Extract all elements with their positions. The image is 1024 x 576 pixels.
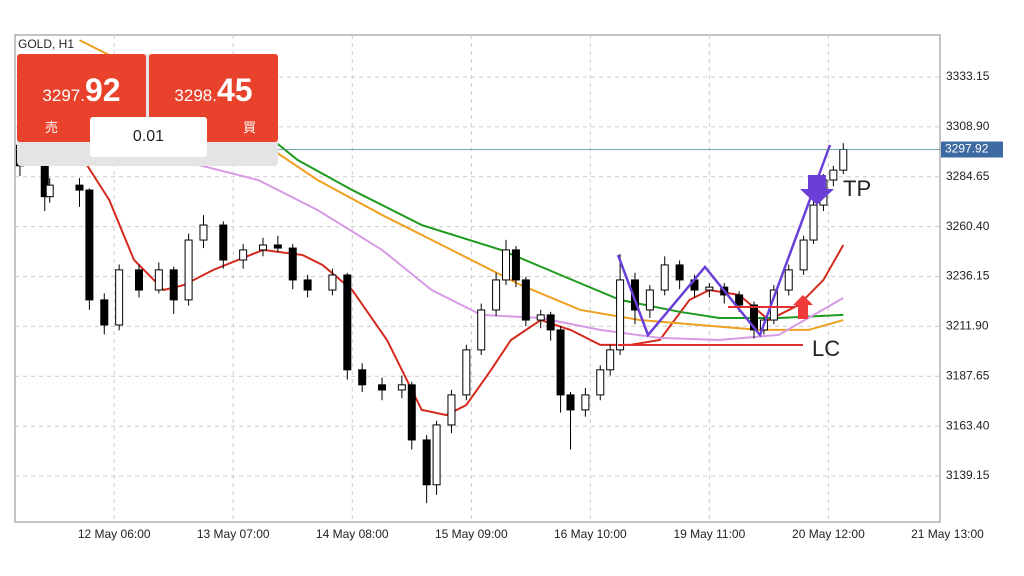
buy-price: 3298.	[174, 86, 217, 105]
candle-body	[645, 289, 654, 311]
x-tick-label: 16 May 10:00	[554, 527, 627, 541]
candle-body	[511, 249, 520, 281]
candle-body	[184, 239, 193, 301]
pattern-line	[616, 144, 832, 338]
lot-input[interactable]: 0.01	[90, 117, 207, 157]
x-tick-label: 19 May 11:00	[673, 527, 745, 541]
candle-body	[397, 384, 406, 391]
candle-body	[705, 286, 714, 291]
candle-body	[447, 394, 456, 426]
y-tick-label: 3211.90	[946, 319, 989, 333]
candle-body	[100, 299, 109, 326]
sell-price: 3297.	[42, 86, 85, 105]
x-tick-label: 21 May 13:00	[911, 527, 984, 541]
candle-body	[477, 309, 486, 351]
candle-body	[358, 369, 367, 386]
candle-body	[839, 149, 848, 171]
candle-body	[462, 349, 471, 396]
candle-body	[675, 264, 684, 281]
candle-body	[750, 304, 759, 331]
candle-body	[85, 189, 94, 301]
candle-body	[492, 279, 501, 311]
symbol-label: GOLD, H1	[18, 37, 74, 51]
candle-body	[169, 269, 178, 301]
candle-body	[596, 369, 605, 396]
candle-body	[154, 269, 163, 291]
annotation: TP	[843, 176, 871, 201]
current-price-label: 3297.92	[945, 142, 989, 156]
candle-body	[556, 329, 565, 396]
y-tick-label: 3236.15	[946, 269, 990, 283]
candle-body	[616, 279, 625, 351]
x-tick-label: 13 May 07:00	[197, 527, 270, 541]
plot-frame	[14, 34, 941, 523]
y-tick-label: 3163.40	[946, 418, 990, 432]
annotation: LC	[812, 336, 840, 361]
candle-body	[328, 274, 337, 291]
candle-body	[199, 224, 208, 241]
candle-body	[521, 279, 530, 321]
y-tick-label: 3139.15	[946, 468, 990, 482]
candle-body	[809, 204, 818, 241]
trade-panel: 3297.92 売 3298.45 買 0.01	[17, 54, 278, 166]
candle-body	[75, 184, 84, 191]
candle-body	[288, 247, 297, 281]
moving-average	[148, 69, 844, 319]
y-tick-label: 3333.15	[946, 69, 990, 83]
candle-body	[378, 384, 387, 391]
candle-body	[630, 279, 639, 311]
y-tick-label: 3308.90	[946, 119, 990, 133]
candle-body	[566, 394, 575, 411]
x-tick-label: 15 May 09:00	[435, 527, 508, 541]
candle-body	[343, 274, 352, 371]
y-tick-label: 3284.65	[946, 169, 990, 183]
x-tick-label: 14 May 08:00	[316, 527, 389, 541]
candle-body	[581, 394, 590, 411]
candle-body	[134, 269, 143, 291]
x-tick-label: 12 May 06:00	[78, 527, 151, 541]
buy-button[interactable]: 3298.45 買	[149, 54, 278, 142]
sell-label: 売	[45, 120, 59, 135]
sell-price: 92	[84, 72, 121, 108]
candle-body	[660, 264, 669, 291]
sell-button[interactable]: 3297.92 売	[17, 54, 146, 142]
candle-body	[303, 279, 312, 291]
up-arrow	[793, 295, 813, 319]
candle-body	[536, 314, 545, 321]
candle-body	[784, 269, 793, 291]
candle-body	[735, 294, 744, 306]
candle-body	[115, 269, 124, 326]
y-tick-label: 3187.65	[946, 368, 990, 382]
candle-body	[799, 239, 808, 271]
down-arrow	[800, 175, 834, 205]
candle-body	[502, 249, 511, 281]
candle-body	[219, 224, 228, 261]
candle-body	[258, 244, 267, 251]
y-tick-label: 3260.40	[946, 219, 990, 233]
candle-body	[239, 249, 248, 261]
candle-body	[546, 314, 555, 331]
candle-body	[45, 184, 54, 198]
candle-body	[273, 244, 282, 249]
candle-body	[829, 169, 838, 181]
x-tick-label: 20 May 12:00	[792, 527, 865, 541]
candle-body	[432, 424, 441, 486]
buy-price: 45	[216, 72, 253, 108]
candle-body	[407, 384, 416, 441]
current-price-box	[941, 141, 1003, 158]
candle-body	[606, 349, 615, 371]
buy-label: 買	[242, 120, 256, 135]
candle-body	[422, 439, 431, 486]
